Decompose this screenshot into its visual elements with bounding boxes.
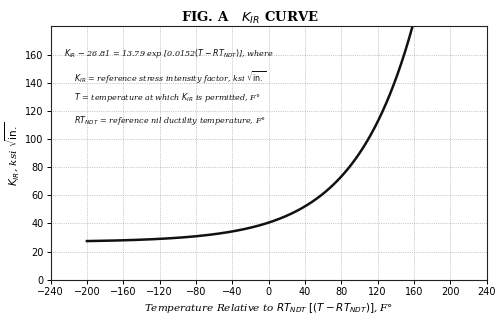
Y-axis label: $K_{IR}$, ksi $\sqrt{\rm in.}$: $K_{IR}$, ksi $\sqrt{\rm in.}$ [4,121,22,186]
Text: $K_{IR}$ $-$ 26.81 = 13.79 exp [0.0152$(T - RT_{NDT})$], where: $K_{IR}$ $-$ 26.81 = 13.79 exp [0.0152$(… [64,47,273,60]
Text: $RT_{NDT}$ = reference nil ductility temperature, F°: $RT_{NDT}$ = reference nil ductility tem… [64,114,266,127]
Text: $K_{IR}$ = reference stress intensity factor, ksi $\sqrt{\rm in.}$: $K_{IR}$ = reference stress intensity fa… [64,69,266,85]
X-axis label: Temperature Relative to $\mathit{RT_{NDT}}$ $[(T - RT_{NDT})]$, F°: Temperature Relative to $\mathit{RT_{NDT… [144,301,393,315]
Text: $T$ = temperature at which $K_{IR}$ is permitted, F°: $T$ = temperature at which $K_{IR}$ is p… [64,91,260,104]
Text: FIG. A   $K_{IR}$ CURVE: FIG. A $K_{IR}$ CURVE [181,10,319,26]
